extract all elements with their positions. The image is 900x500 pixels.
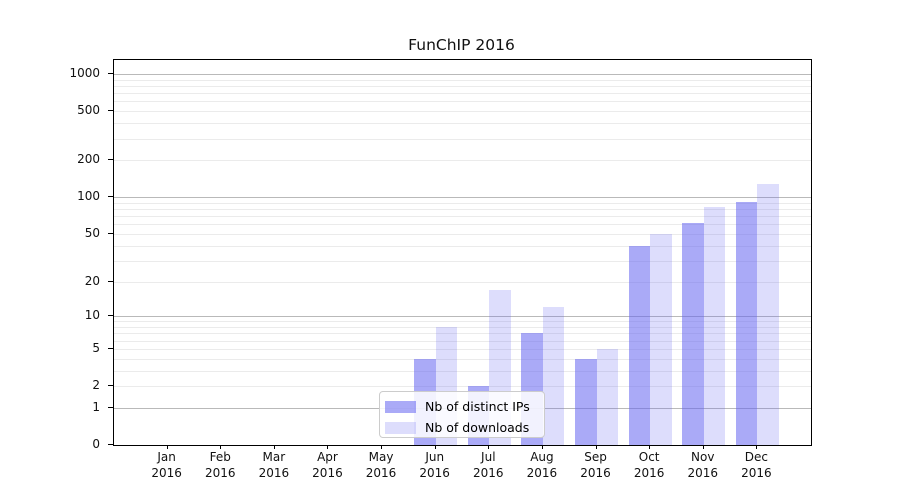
minor-gridline [114,139,811,140]
x-tick-mark [702,445,704,449]
gridline [114,111,811,112]
minor-gridline [114,246,811,247]
x-tick-mark [488,445,490,449]
bar [596,348,619,445]
x-tick-mark [541,445,543,449]
x-tick-mark [166,445,168,449]
x-tick-mark [595,445,597,449]
legend: Nb of distinct IPs Nb of downloads [379,391,545,438]
bar [542,307,565,445]
y-tick-mark [108,444,113,445]
legend-swatch-downloads-icon [385,421,416,434]
y-tick-label: 1000 [69,66,100,80]
minor-gridline [114,101,811,102]
y-tick-mark [108,280,113,282]
gridline [114,74,811,75]
chart-title: FunChIP 2016 [408,36,515,54]
y-tick-label: 200 [77,152,100,167]
y-tick-label: 2 [92,378,100,392]
y-tick-label: 20 [84,273,100,288]
y-tick-label: 50 [84,225,100,240]
minor-gridline [114,93,811,94]
minor-gridline [114,341,811,342]
x-tick-mark [756,445,758,449]
gridline [114,349,811,350]
x-tick-mark [649,445,651,449]
x-tick-label: Jan 2016 [151,450,182,480]
y-tick-mark [108,232,113,234]
gridline [114,160,811,161]
x-tick-label: Mar 2016 [258,450,290,480]
x-tick-label: Apr 2016 [312,450,343,480]
bar [682,222,704,445]
y-tick-label: 10 [84,308,100,323]
y-tick-mark [108,196,113,198]
gridline [114,282,811,283]
x-tick-label: Jun 2016 [419,450,450,480]
x-tick-mark [273,445,275,449]
minor-gridline [114,203,811,204]
y-tick-label: 1 [92,399,100,414]
gridline [114,386,811,387]
legend-item-downloads: Nb of downloads [385,417,544,438]
minor-gridline [114,333,811,334]
gridline [114,316,811,317]
x-tick-mark [434,445,436,449]
bar [575,358,597,445]
legend-swatch-distinct-ips-icon [385,400,416,413]
x-tick-mark [327,445,329,449]
x-tick-mark [220,445,222,449]
minor-gridline [114,371,811,372]
gridline [114,234,811,235]
y-tick-mark [108,315,113,317]
x-tick-label: May 2016 [365,450,397,480]
x-tick-mark [381,445,383,449]
x-tick-label: Sep 2016 [580,450,611,480]
minor-gridline [114,224,811,225]
legend-label-distinct-ips: Nb of distinct IPs [425,399,530,414]
y-tick-label: 500 [77,103,100,118]
legend-item-distinct-ips: Nb of distinct IPs [385,396,544,417]
bar [628,245,651,445]
x-tick-label: Oct 2016 [633,450,665,480]
gridline [114,197,811,198]
y-tick-label: 5 [92,340,100,355]
y-tick-mark [108,110,113,112]
y-tick-mark [108,406,113,408]
minor-gridline [114,321,811,322]
plot-area [113,59,812,446]
minor-gridline [114,261,811,262]
x-tick-label: Feb 2016 [204,450,236,480]
x-tick-label: Nov 2016 [687,450,719,480]
x-tick-label: Dec 2016 [741,450,772,480]
bar [650,233,672,445]
y-tick-mark [108,73,113,74]
minor-gridline [114,80,811,81]
minor-gridline [114,86,811,87]
bar [703,207,726,445]
x-tick-label: Aug 2016 [526,450,558,480]
minor-gridline [114,327,811,328]
y-tick-mark [108,347,113,349]
bar [757,184,779,445]
legend-label-downloads: Nb of downloads [425,420,530,435]
minor-gridline [114,209,811,210]
y-tick-mark [108,159,113,161]
x-tick-label: Jul 2016 [473,450,504,480]
y-tick-label: 0 [92,437,100,451]
minor-gridline [114,359,811,360]
y-tick-label: 100 [77,189,100,204]
minor-gridline [114,216,811,217]
y-tick-mark [108,385,113,386]
bar [735,201,758,445]
minor-gridline [114,123,811,124]
